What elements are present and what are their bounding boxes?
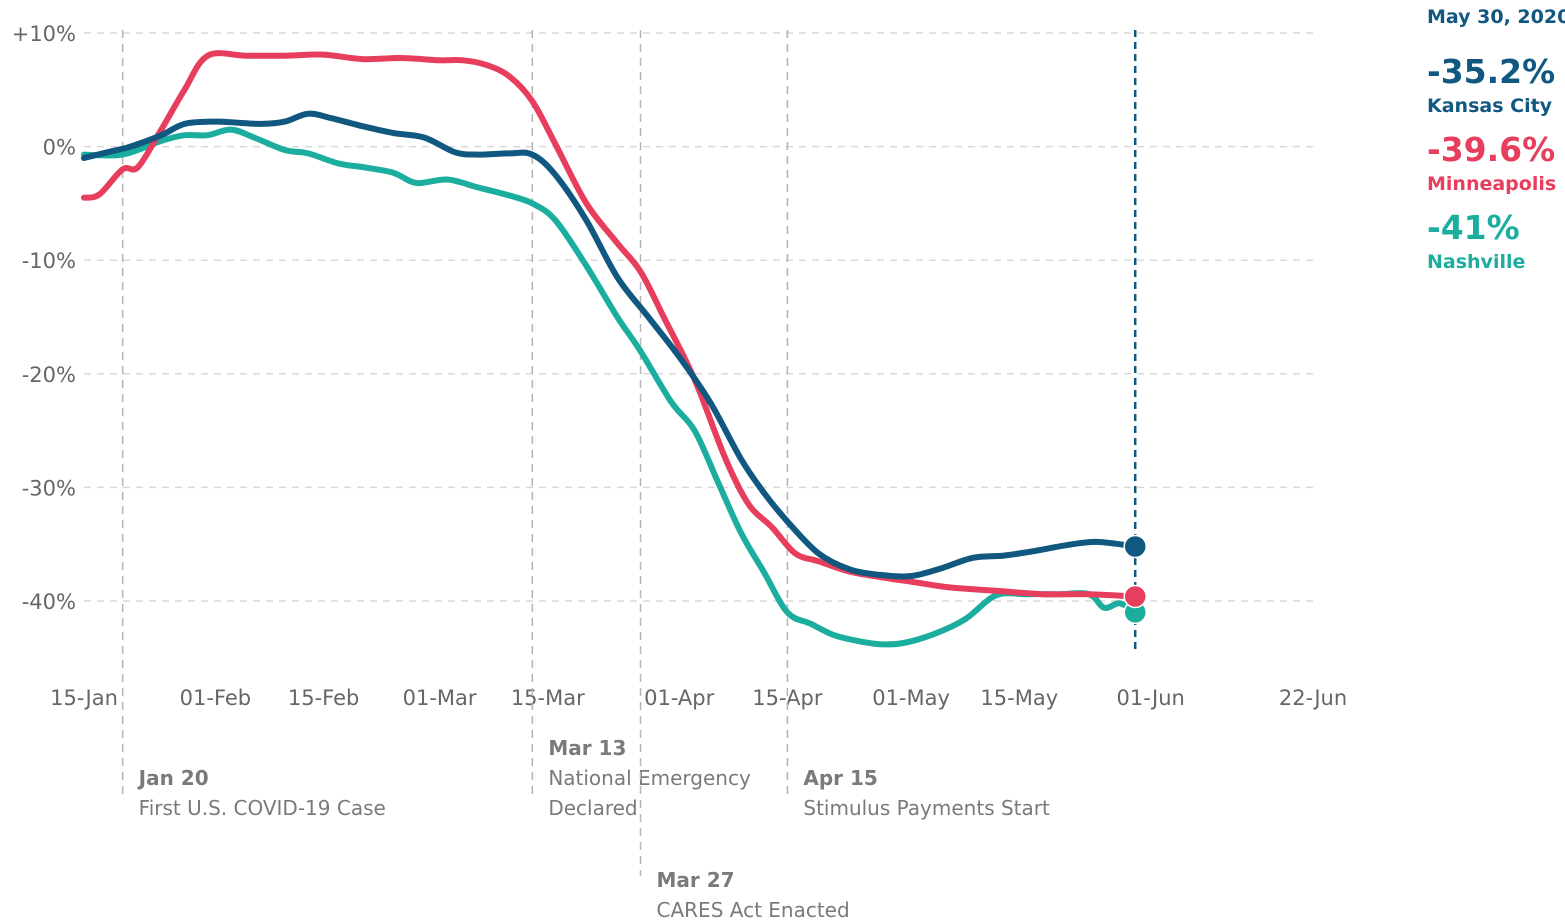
legend-value: -35.2% [1427,52,1556,91]
x-tick-label: 01-Feb [180,686,251,710]
event-description: First U.S. COVID-19 Case [139,796,386,820]
legend-date: May 30, 2020 [1427,6,1565,28]
y-tick-label: 0% [43,136,76,160]
event-annotations: Jan 20 First U.S. COVID-19 Case Mar 13 Nati… [121,30,1137,922]
x-tick-label: 01-Jun [1117,686,1185,710]
event-description: National Emergency [548,766,751,790]
x-tick-label: 15-Mar [511,686,585,710]
y-axis-ticks: +10% 0% -10% -20% -30% -40% [12,22,76,614]
y-tick-label: +10% [12,22,76,46]
y-tick-label: -20% [22,363,76,387]
value-legend: May 30, 2020 -35.2% Kansas City -39.6% M… [1427,6,1565,286]
y-tick-label: -40% [22,590,76,614]
x-tick-label: 22-Jun [1279,686,1347,710]
legend-name: Kansas City [1427,95,1553,117]
x-tick-label: 01-Apr [644,686,715,710]
y-tick-label: -30% [22,476,76,500]
event-description: Declared [548,796,637,820]
series-line-nashville [81,126,1139,648]
event-date-label: Mar 13 [548,736,626,760]
legend-value: -39.6% [1427,130,1556,169]
series-lines [81,50,1139,648]
endpoint-markers [1123,534,1147,625]
legend-name: Nashville [1427,251,1526,273]
x-axis-ticks: 15-Jan 01-Feb 15-Feb 01-Mar 15-Mar 01-Apr 15-A… [50,686,1347,710]
legend-item-nashville: -41% Nashville [1427,208,1563,276]
x-tick-label: 15-May [980,686,1058,710]
event-description: Stimulus Payments Start [803,796,1050,820]
x-tick-label: 01-Mar [403,686,477,710]
y-tick-label: -10% [22,249,76,273]
legend-value: -41% [1427,208,1520,247]
legend-name: Minneapolis [1427,173,1557,195]
end-marker-kansas-city [1123,534,1147,559]
legend-item-kansas-city: -35.2% Kansas City [1427,52,1563,120]
x-tick-label: 15-Jan [50,686,118,710]
series-line-kansas-city [81,110,1139,580]
grid-lines [84,32,1313,602]
event-description: CARES Act Enacted [657,898,850,922]
event-date-label: Jan 20 [137,766,209,790]
event-date-label: Mar 27 [657,868,735,892]
x-tick-label: 01-May [872,686,950,710]
legend-item-minneapolis: -39.6% Minneapolis [1427,130,1563,198]
event-date-label: Apr 15 [803,766,877,790]
end-marker-minneapolis [1123,584,1147,609]
x-tick-label: 15-Feb [288,686,359,710]
